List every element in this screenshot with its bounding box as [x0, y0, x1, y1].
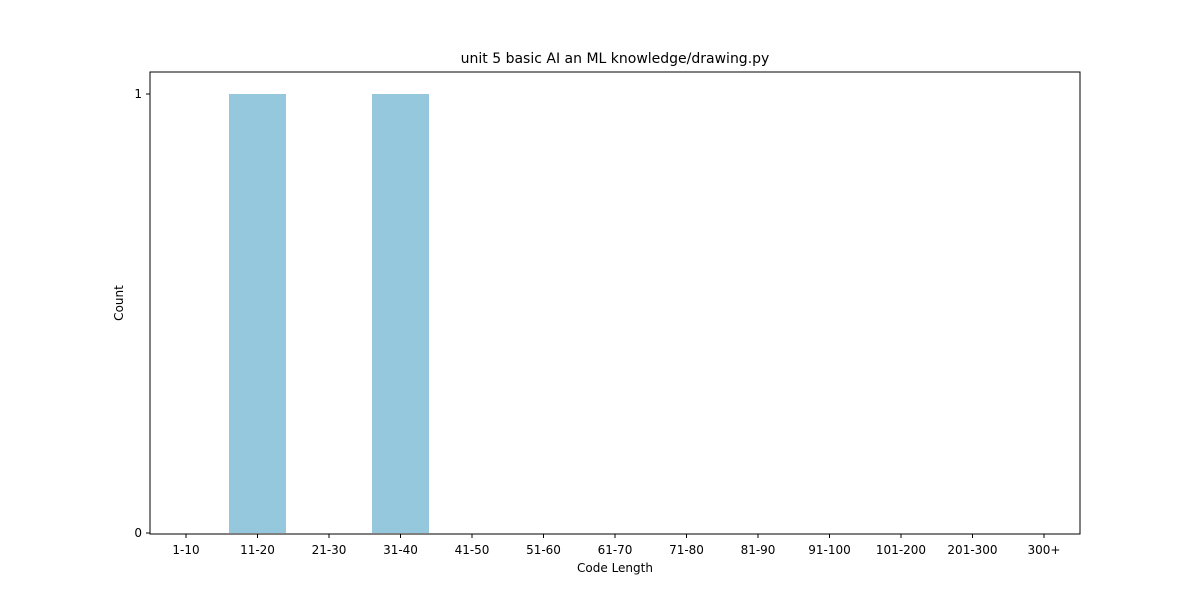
x-tick-label: 300+ — [1028, 543, 1061, 557]
chart-title: unit 5 basic AI an ML knowledge/drawing.… — [461, 51, 770, 67]
bar-11-20 — [229, 94, 286, 533]
y-axis: 01 — [134, 87, 150, 540]
y-tick-label: 1 — [134, 87, 142, 101]
x-tick-label: 1-10 — [172, 543, 199, 557]
x-tick-label: 101-200 — [876, 543, 926, 557]
x-tick-label: 51-60 — [526, 543, 561, 557]
x-tick-label: 201-300 — [947, 543, 997, 557]
x-tick-label: 31-40 — [383, 543, 418, 557]
x-tick-label: 11-20 — [240, 543, 275, 557]
x-tick-label: 61-70 — [598, 543, 633, 557]
x-tick-label: 81-90 — [741, 543, 776, 557]
plot-frame — [149, 71, 1081, 535]
x-tick-label: 21-30 — [312, 543, 347, 557]
x-axis-label: Code Length — [577, 561, 653, 575]
x-tick-label: 91-100 — [808, 543, 851, 557]
x-tick-label: 71-80 — [669, 543, 704, 557]
y-axis-label: Count — [112, 285, 126, 321]
y-tick-label: 0 — [134, 526, 142, 540]
bar-31-40 — [372, 94, 429, 533]
bars-group — [229, 94, 429, 533]
x-tick-label: 41-50 — [455, 543, 490, 557]
x-axis: 1-10 11-20 21-30 31-40 41-50 51-60 61-70 71-80 8… — [172, 534, 1060, 557]
